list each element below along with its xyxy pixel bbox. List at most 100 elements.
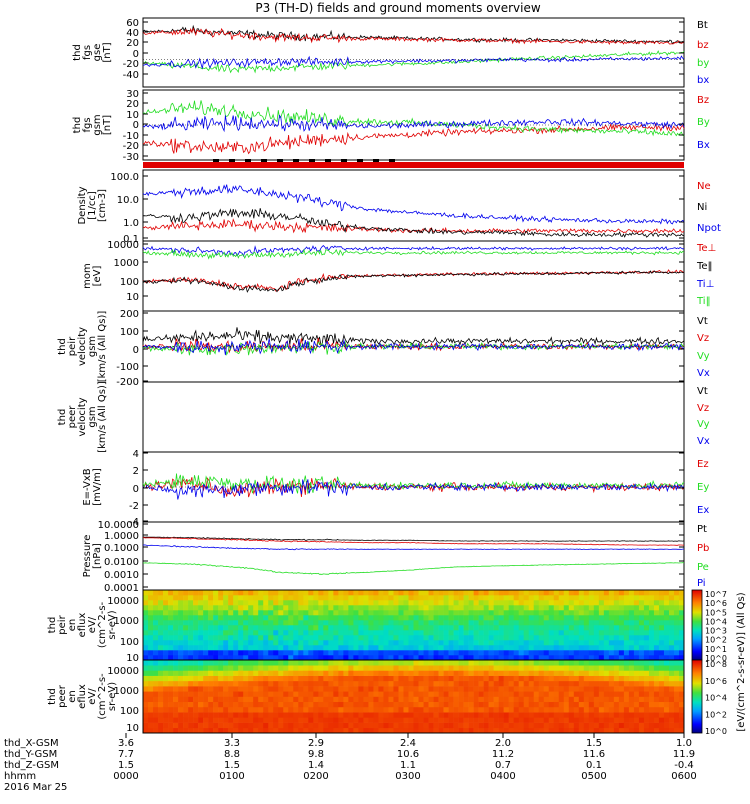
heatmap-cell xyxy=(173,701,179,708)
heatmap-cell xyxy=(493,610,499,616)
heatmap-cell xyxy=(328,595,334,601)
y-tick-label: -20 xyxy=(123,59,139,70)
y-tick-label: 100.0 xyxy=(110,172,139,183)
heatmap-cell xyxy=(678,620,685,626)
heatmap-cell xyxy=(358,717,364,723)
heatmap-cell xyxy=(223,701,229,708)
heatmap-cell xyxy=(543,717,550,723)
heatmap-cell xyxy=(503,680,509,687)
heatmap-cell xyxy=(383,600,389,606)
heatmap-cell xyxy=(408,595,414,601)
heatmap-cell xyxy=(568,595,575,601)
heatmap-cell xyxy=(538,590,545,596)
heatmap-cell xyxy=(318,670,324,676)
heatmap-cell xyxy=(388,590,394,596)
heatmap-cell xyxy=(648,650,655,656)
heatmap-cell xyxy=(308,620,314,626)
heatmap-cell xyxy=(593,650,600,656)
heatmap-cell xyxy=(428,630,434,636)
heatmap-cell xyxy=(253,630,259,636)
heatmap-cell xyxy=(628,686,635,692)
heatmap-cell xyxy=(483,630,489,636)
heatmap-cell xyxy=(673,660,680,666)
heatmap-cell xyxy=(378,630,384,636)
heatmap-cell xyxy=(423,650,429,656)
heatmap-cell xyxy=(453,645,459,651)
heatmap-cell xyxy=(258,680,264,687)
heatmap-cell xyxy=(653,675,660,682)
heatmap-cell xyxy=(628,712,635,718)
heatmap-cell xyxy=(328,712,334,718)
heatmap-cell xyxy=(353,675,359,682)
heatmap-cell xyxy=(678,635,685,641)
heatmap-cell xyxy=(243,590,249,596)
heatmap-cell xyxy=(678,722,685,729)
heatmap-cell xyxy=(368,701,374,708)
heatmap-cell xyxy=(348,595,354,601)
heatmap-cell xyxy=(443,706,449,713)
heatmap-cell xyxy=(218,701,224,708)
heatmap-cell xyxy=(413,650,419,656)
y-axis-label: thd xyxy=(47,688,58,705)
heatmap-cell xyxy=(343,600,349,606)
heatmap-cell xyxy=(458,706,464,713)
heatmap-cell xyxy=(303,595,309,601)
heatmap-cell xyxy=(648,665,655,671)
heatmap-cell xyxy=(663,595,670,601)
heatmap-cell xyxy=(448,660,454,666)
heatmap-cell xyxy=(333,686,339,692)
heatmap-cell xyxy=(288,610,294,616)
heatmap-cell xyxy=(573,665,580,671)
heatmap-cell xyxy=(243,717,249,723)
heatmap-cell xyxy=(548,712,555,718)
heatmap-cell xyxy=(568,665,575,671)
heatmap-cell xyxy=(533,727,540,734)
heatmap-cell xyxy=(253,706,259,713)
heatmap-cell xyxy=(553,722,560,729)
heatmap-cell xyxy=(648,701,655,708)
heatmap-cell xyxy=(318,590,324,596)
heatmap-cell xyxy=(243,701,249,708)
series-Bx-line xyxy=(142,114,685,133)
heatmap-cell xyxy=(428,665,434,671)
series-Bz-line xyxy=(143,122,685,155)
heatmap-cell xyxy=(393,625,399,631)
heatmap-cell xyxy=(418,600,424,606)
heatmap-cell xyxy=(453,712,459,718)
heatmap-cell xyxy=(658,712,665,718)
heatmap-cell xyxy=(218,686,224,692)
heatmap-cell xyxy=(278,706,284,713)
heatmap-cell xyxy=(373,650,379,656)
heatmap-cell xyxy=(188,706,194,713)
heatmap-cell xyxy=(218,615,224,621)
heatmap-cell xyxy=(358,680,364,687)
heatmap-cell xyxy=(218,706,224,713)
heatmap-cell xyxy=(268,640,274,646)
heatmap-cell xyxy=(423,595,429,601)
heatmap-cell xyxy=(388,655,394,661)
heatmap-cell xyxy=(293,595,299,601)
heatmap-cell xyxy=(613,660,620,666)
y-tick-label: 4 xyxy=(133,449,139,460)
heatmap-cell xyxy=(673,655,680,661)
heatmap-cell xyxy=(148,675,154,682)
heatmap-cell xyxy=(223,660,229,666)
x-axis-value: 0500 xyxy=(581,771,606,782)
heatmap-cell xyxy=(283,680,289,687)
heatmap-cell xyxy=(488,600,494,606)
heatmap-cell xyxy=(318,680,324,687)
heatmap-cell xyxy=(593,640,600,646)
heatmap-cell xyxy=(668,650,675,656)
heatmap-cell xyxy=(483,727,489,734)
heatmap-cell xyxy=(598,675,605,682)
heatmap-cell xyxy=(298,706,304,713)
heatmap-cell xyxy=(153,691,159,697)
heatmap-cell xyxy=(598,610,605,616)
heatmap-cell xyxy=(238,675,244,682)
heatmap-cell xyxy=(158,712,164,718)
heatmap-cell xyxy=(283,665,289,671)
heatmap-cell xyxy=(553,727,560,734)
heatmap-cell xyxy=(618,630,625,636)
heatmap-cell xyxy=(508,650,514,656)
heatmap-cell xyxy=(293,722,299,729)
